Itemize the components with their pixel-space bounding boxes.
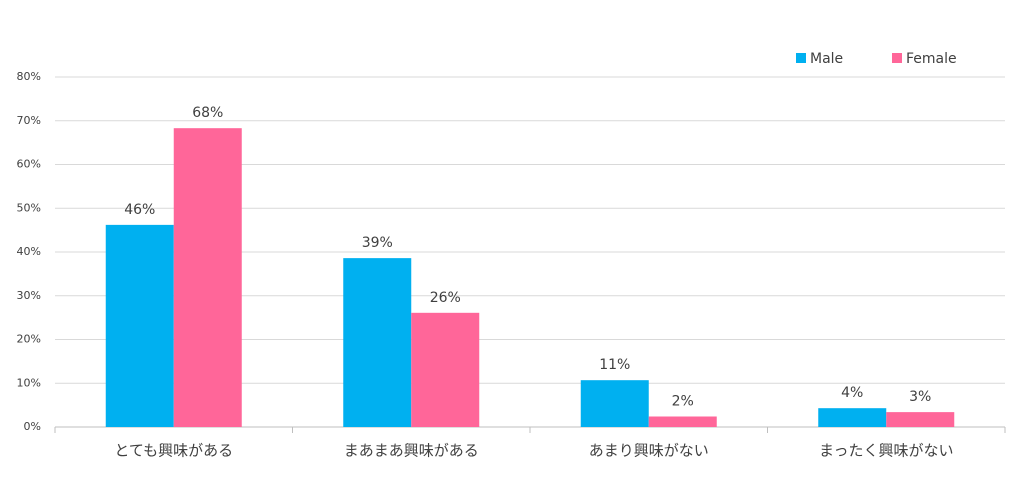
y-tick-label: 30% xyxy=(17,289,41,302)
value-label: 39% xyxy=(362,235,393,251)
y-tick-label: 0% xyxy=(24,420,41,433)
bar xyxy=(173,128,242,427)
y-tick-label: 60% xyxy=(17,158,41,171)
y-tick-label: 20% xyxy=(17,333,41,346)
bar xyxy=(105,224,174,427)
y-tick-label: 50% xyxy=(17,201,41,214)
value-label: 4% xyxy=(841,385,863,401)
x-tick-label: とても興味がある xyxy=(114,442,233,460)
bar xyxy=(411,312,480,427)
y-tick-label: 10% xyxy=(17,376,41,389)
value-label: 68% xyxy=(192,105,223,121)
legend-label: Male xyxy=(810,51,843,67)
value-label: 46% xyxy=(124,202,155,218)
legend-swatch xyxy=(796,53,806,63)
value-label: 26% xyxy=(430,290,461,306)
y-tick-label: 70% xyxy=(17,114,41,127)
value-label: 3% xyxy=(909,389,931,405)
value-label: 11% xyxy=(599,357,630,373)
bar xyxy=(886,412,955,427)
bar xyxy=(818,408,887,427)
bar xyxy=(580,380,649,427)
x-tick-label: あまり興味がない xyxy=(589,442,709,460)
legend-swatch xyxy=(892,53,902,63)
y-tick-label: 80% xyxy=(17,70,41,83)
bar xyxy=(648,416,717,427)
x-tick-label: まったく興味がない xyxy=(819,442,953,460)
x-tick-label: まあまあ興味がある xyxy=(344,442,479,460)
value-label: 2% xyxy=(672,394,694,410)
bar xyxy=(343,258,412,427)
legend-label: Female xyxy=(906,51,957,67)
y-tick-label: 40% xyxy=(17,245,41,258)
